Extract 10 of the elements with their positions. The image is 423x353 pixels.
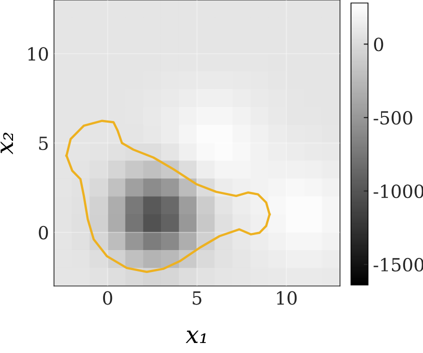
x-tick-label: 10 xyxy=(277,291,297,305)
y-tick-label: 0 xyxy=(38,226,48,240)
x-axis-title: x₁ xyxy=(186,330,206,344)
y-tick-label: 5 xyxy=(39,136,48,150)
color-bar-label: -500 xyxy=(374,111,412,125)
y-axis-title: x₂ xyxy=(0,132,14,154)
y-tick-label: 10 xyxy=(28,47,48,61)
x-tick-label: 0 xyxy=(103,291,112,305)
x-tick-label: 5 xyxy=(192,291,202,305)
color-bar-label: 0 xyxy=(374,38,384,52)
